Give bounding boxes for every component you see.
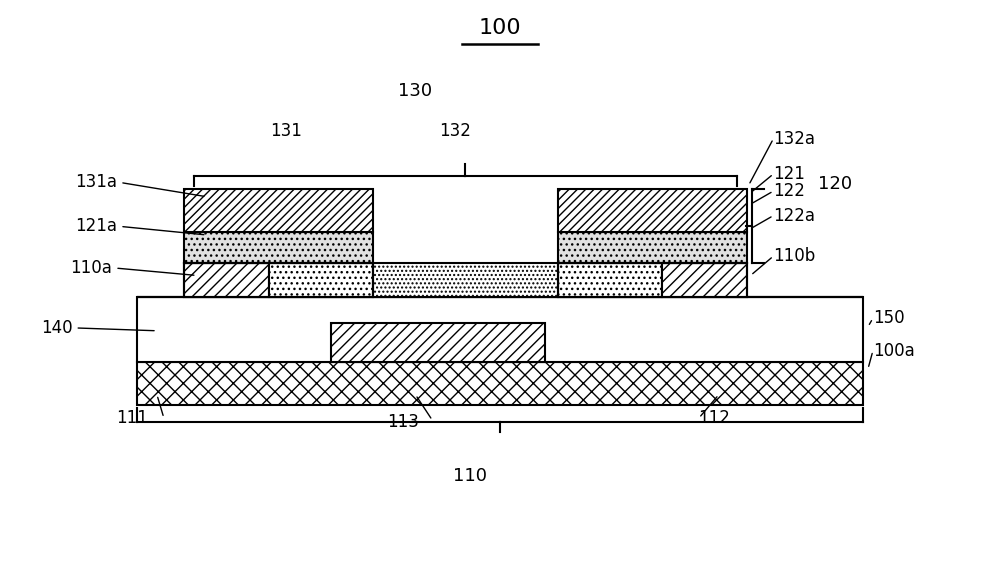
Text: 120: 120 — [818, 175, 852, 192]
Text: 150: 150 — [873, 309, 905, 327]
Bar — [558, 263, 747, 297]
Text: 131: 131 — [270, 122, 302, 140]
Bar — [373, 263, 558, 297]
Bar — [558, 190, 747, 232]
Bar — [184, 232, 373, 263]
Text: 100: 100 — [479, 18, 521, 39]
Bar — [331, 323, 545, 362]
Text: 110a: 110a — [70, 259, 112, 277]
Text: 131a: 131a — [75, 173, 117, 191]
Text: 140: 140 — [41, 319, 72, 337]
Bar — [558, 232, 747, 263]
Text: 122a: 122a — [773, 207, 815, 225]
Text: 113: 113 — [388, 413, 419, 431]
Text: 130: 130 — [398, 82, 433, 100]
Text: 121: 121 — [773, 165, 805, 183]
Bar — [137, 297, 863, 362]
Bar — [662, 263, 747, 297]
Bar — [558, 263, 662, 297]
Bar — [269, 263, 373, 297]
Bar — [184, 263, 269, 297]
Text: 100a: 100a — [873, 342, 915, 360]
Text: 132: 132 — [439, 122, 471, 140]
Bar — [184, 263, 373, 297]
Text: 132a: 132a — [773, 130, 815, 147]
Text: 112: 112 — [698, 409, 730, 427]
Text: 111: 111 — [116, 409, 148, 427]
Text: 110b: 110b — [773, 247, 816, 265]
Text: 110: 110 — [453, 467, 487, 485]
Bar — [184, 190, 373, 232]
Text: 121a: 121a — [75, 217, 117, 236]
Bar — [137, 362, 863, 405]
Text: 122: 122 — [773, 182, 805, 200]
